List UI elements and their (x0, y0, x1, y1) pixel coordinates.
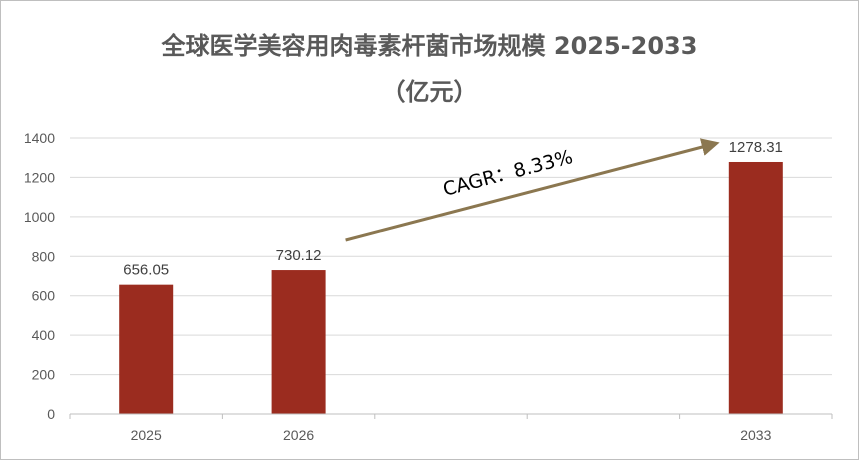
y-tick-label: 1400 (24, 130, 55, 146)
chart-title: 全球医学美容用肉毒素杆菌市场规模 2025-2033 (161, 32, 698, 60)
x-tick-label: 2033 (740, 427, 771, 443)
data-label: 1278.31 (729, 139, 783, 156)
bars (119, 161, 783, 414)
gridlines (70, 137, 832, 376)
y-tick-label: 0 (47, 406, 55, 422)
y-tick-label: 400 (32, 327, 56, 343)
y-axis: 0 200 400 600 800 1000 1200 1400 (24, 130, 55, 422)
y-tick-label: 200 (32, 367, 56, 383)
x-axis: 2025 2026 2033 (69, 413, 833, 443)
y-tick-label: 600 (32, 288, 56, 304)
data-label: 656.05 (123, 262, 169, 279)
bar (728, 161, 783, 414)
data-label: 730.12 (276, 247, 322, 264)
cagr-arrow (345, 138, 720, 242)
cagr-label: CAGR：8.33% (441, 146, 575, 201)
cagr-annotation: CAGR：8.33% (345, 138, 720, 242)
data-labels: 656.05 730.12 1278.31 (123, 139, 783, 279)
y-tick-label: 1000 (24, 209, 55, 225)
chart-subtitle: （亿元） (381, 78, 478, 106)
bar (119, 284, 174, 414)
x-tick-label: 2025 (131, 427, 162, 443)
y-tick-label: 800 (32, 248, 56, 264)
y-tick-label: 1200 (24, 169, 55, 185)
bar (271, 270, 326, 414)
x-tick-label: 2026 (283, 427, 314, 443)
